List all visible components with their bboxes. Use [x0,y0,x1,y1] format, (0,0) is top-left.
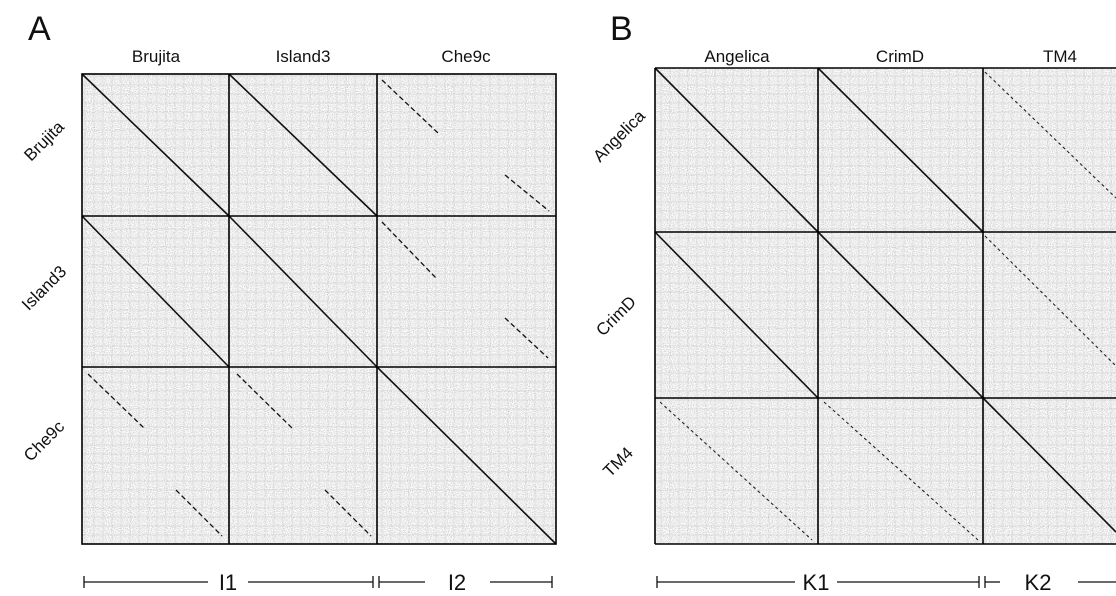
column-label-angelica: Angelica [704,47,770,66]
seg-island3-che9c-2 [324,489,372,537]
column-label-crimd: CrimD [876,47,924,66]
panel-a-partial-segments [87,79,550,537]
panel-a-letter: A [28,10,51,48]
seg-che9c-island3-2 [504,317,549,359]
seg-angelica-tm4 [659,401,813,541]
seg-brujita-che9c-1 [87,373,145,429]
row-label-angelica: Angelica [589,106,649,166]
seg-tm4-crimd [984,235,1116,367]
diag-brujita-island3 [81,215,230,368]
column-label-island3: Island3 [276,47,331,66]
seg-island3-che9c-1 [236,373,293,429]
row-label-island3: Island3 [18,262,70,314]
diag-brujita-brujita [81,73,230,217]
panel-b-cluster-brackets [656,576,1116,588]
seg-che9c-island3-1 [381,221,438,280]
column-label-brujita: Brujita [132,47,181,66]
panel-b-plot [654,67,1116,545]
diag-angelica-crimd [654,231,819,399]
panel-b-partial-segments [659,71,1116,541]
diag-crimd-crimd [817,231,984,399]
seg-brujita-che9c-2 [175,489,223,537]
panel-a-plot [81,73,557,545]
cluster-label-i1: I1 [219,570,237,595]
column-label-tm4: TM4 [1043,47,1077,66]
row-label-brujita: Brujita [20,117,68,165]
panel-b-letter: B [610,10,633,48]
diag-island3-island3 [228,215,378,368]
panel-a: A [18,10,557,595]
seg-tm4-angelica [984,71,1116,199]
row-label-crimd: CrimD [592,292,639,339]
diag-angelica-angelica [654,67,819,233]
diag-che9c-che9c [376,366,557,545]
seg-crimd-tm4 [823,401,979,541]
diag-crimd-angelica [817,67,984,233]
cluster-label-k2: K2 [1025,570,1052,595]
column-label-che9c: Che9c [441,47,491,66]
row-label-che9c: Che9c [20,417,69,466]
diag-tm4-tm4 [982,397,1116,533]
seg-che9c-brujita-2 [504,174,550,212]
panel-a-diagonals [81,73,557,545]
panel-b: B [589,10,1116,595]
cluster-label-k1: K1 [803,570,830,595]
panel-b-grid [654,67,1116,545]
row-label-tm4: TM4 [599,443,636,480]
diag-island3-brujita [228,73,378,217]
panel-b-diagonals [654,67,1116,533]
panel-a-cluster-brackets [83,576,553,588]
cluster-label-i2: I2 [448,570,466,595]
seg-che9c-brujita-1 [381,79,439,134]
panel-b-noise [655,68,1116,544]
panel-a-grid [81,73,557,545]
